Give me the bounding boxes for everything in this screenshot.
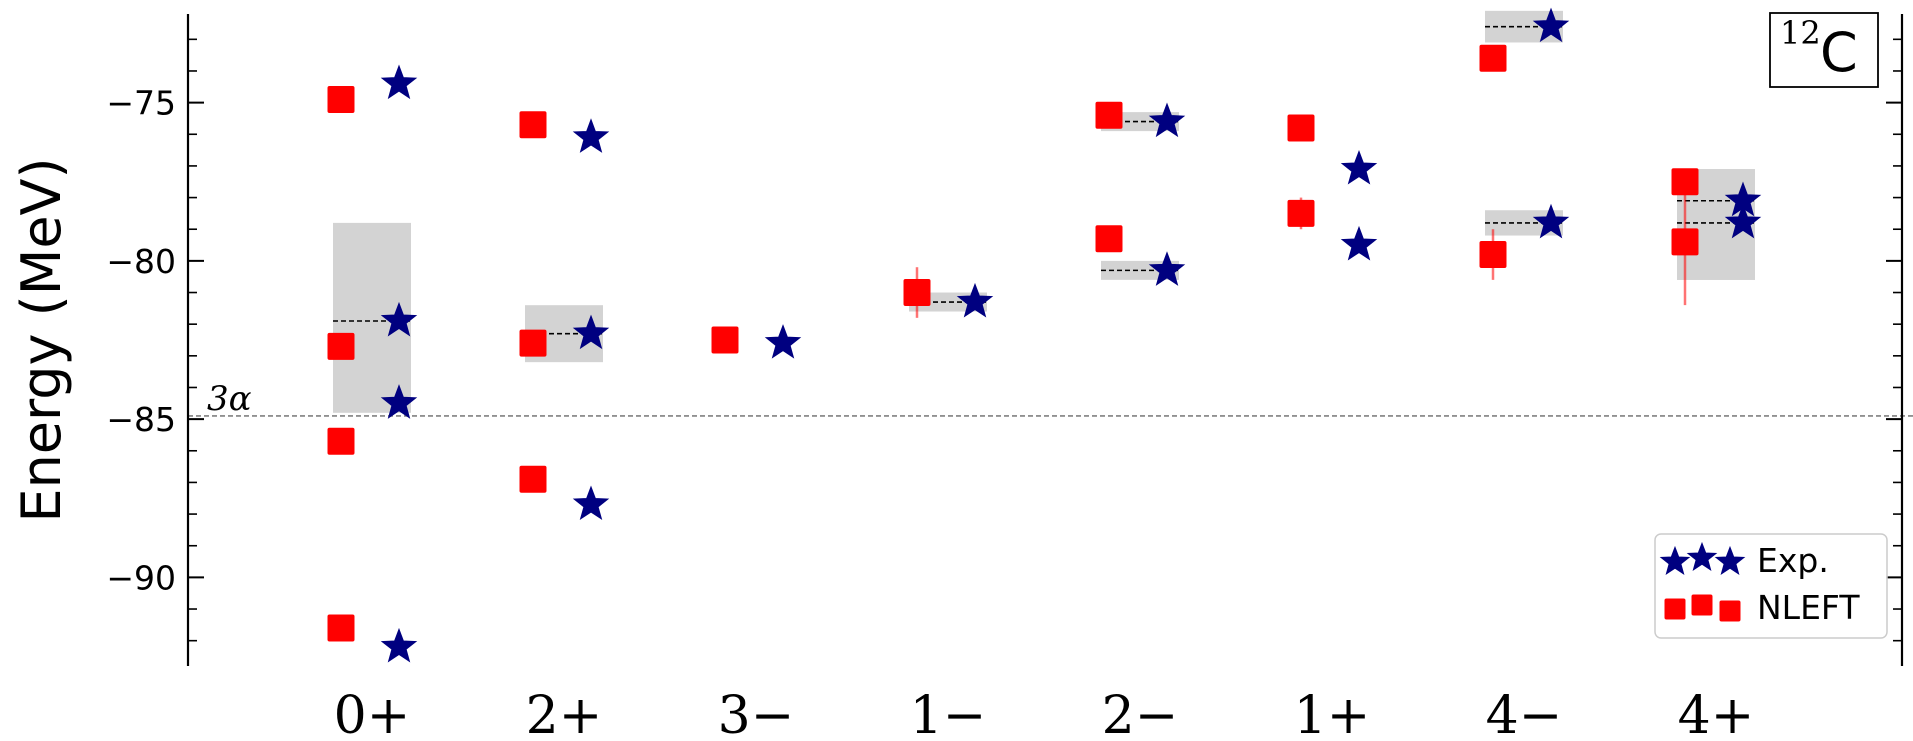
nucleus-symbol: C (1820, 21, 1858, 84)
exp-marker (380, 301, 418, 337)
exp-marker (1532, 203, 1570, 239)
nleft-marker (519, 329, 547, 357)
nleft-marker (1479, 44, 1507, 72)
y-tick-label: −75 (106, 84, 176, 123)
nleft-marker (519, 111, 547, 139)
nleft-marker (1671, 228, 1699, 256)
x-tick-label: 1+ (1294, 686, 1371, 741)
x-tick-label: 3− (718, 686, 795, 741)
x-tick-label: 1− (910, 686, 987, 741)
exp-marker (380, 384, 418, 419)
nleft-marker (1671, 168, 1699, 196)
nleft-marker (327, 614, 355, 642)
nucleus-mass-number: 12 (1780, 14, 1821, 52)
nleft-marker (1479, 241, 1507, 269)
nleft-marker (327, 332, 355, 360)
y-axis-label: Energy (MeV) (10, 157, 73, 522)
exp-marker (1340, 225, 1378, 261)
x-tick-label: 0+ (334, 686, 411, 741)
exp-marker (572, 485, 610, 521)
exp-marker (1148, 251, 1186, 286)
nucleus-label-frame (1769, 12, 1879, 88)
nucleus-label-box: 12 C (1769, 12, 1879, 88)
x-tick-label: 4− (1486, 686, 1563, 741)
nleft-marker (711, 326, 739, 354)
nleft-marker (1095, 225, 1123, 253)
exp-marker (1532, 7, 1570, 43)
legend-exp-markers (1659, 541, 1746, 576)
data-markers (327, 7, 1762, 663)
nleft-errorbars (915, 178, 1687, 318)
x-tick-label: 4+ (1678, 686, 1755, 741)
legend-nleft-square (1691, 594, 1713, 616)
nleft-marker (903, 279, 931, 307)
nleft-marker (327, 85, 355, 113)
legend-nleft-square (1664, 598, 1686, 620)
nleft-marker (1287, 199, 1315, 227)
exp-marker (764, 324, 802, 359)
legend-nleft-square (1719, 600, 1741, 622)
legend-exp-star (1714, 545, 1746, 576)
y-tick-label: −85 (106, 400, 176, 439)
width-center-lines (333, 25, 1755, 335)
legend-exp-star (1659, 545, 1691, 576)
nleft-marker (519, 465, 547, 493)
legend-exp-star (1686, 541, 1718, 572)
nleft-marker (1287, 114, 1315, 142)
y-ticks: −75 −80 −85 −90 (106, 38, 1902, 642)
x-tick-label: 2+ (526, 686, 603, 741)
legend: Exp. NLEFT (1654, 533, 1888, 639)
y-axis: −75 −80 −85 −90 (106, 14, 1904, 666)
legend-frame (1654, 533, 1888, 639)
exp-marker (572, 314, 610, 350)
exp-marker (1340, 149, 1378, 185)
threshold-label: 3α (207, 379, 252, 419)
exp-marker (956, 282, 994, 318)
exp-marker (380, 64, 418, 100)
legend-exp-label: Exp. (1757, 541, 1829, 580)
y-tick-label: −90 (106, 558, 176, 597)
nleft-marker (1095, 101, 1123, 129)
exp-marker (380, 627, 418, 663)
exp-marker (1724, 203, 1762, 239)
exp-marker (1148, 102, 1186, 138)
x-tick-label: 2− (1102, 686, 1179, 741)
threshold-group: 3α (188, 379, 1913, 419)
legend-nleft-markers (1664, 594, 1741, 622)
legend-nleft-label: NLEFT (1757, 588, 1860, 627)
y-tick-label: −80 (106, 242, 176, 281)
x-tick-labels: 0+ 2+ 3− 1− 2− 1+ 4− 4+ (334, 686, 1755, 741)
nleft-marker (327, 427, 355, 455)
exp-marker (572, 118, 610, 153)
